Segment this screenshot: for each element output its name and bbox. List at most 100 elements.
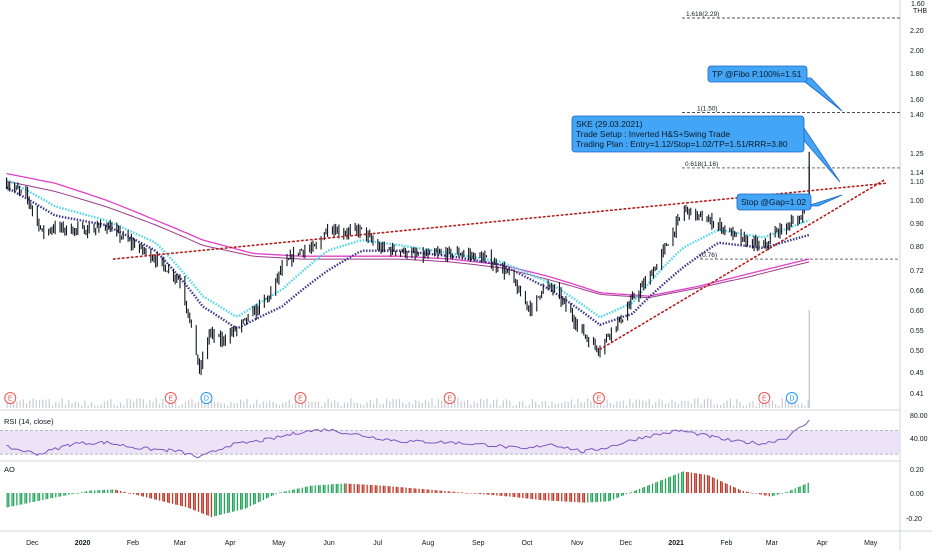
volume-bar	[366, 402, 368, 408]
ao-bar	[361, 484, 363, 493]
volume-bar	[389, 401, 391, 408]
volume-bar	[658, 399, 660, 408]
volume-bar	[230, 402, 232, 408]
ao-bar	[465, 492, 467, 494]
ao-bar	[470, 493, 472, 494]
ao-bar	[444, 490, 446, 493]
trendline-rising-support	[599, 178, 887, 351]
volume-bar	[609, 402, 611, 408]
ao-bar	[739, 489, 741, 493]
volume-bar	[551, 401, 553, 408]
ao-bar	[301, 487, 303, 493]
volume-bar	[444, 401, 446, 408]
ao-bar	[181, 493, 183, 507]
earnings-marker-label: E	[298, 396, 303, 403]
ao-bar	[522, 493, 524, 499]
ao-bar	[755, 493, 757, 494]
volume-bar	[583, 402, 585, 408]
volume-bar	[538, 404, 540, 408]
ao-bar	[252, 493, 255, 505]
ao-bar	[214, 493, 216, 517]
tp-callout-text: TP @Fibo P.100%=1.51	[712, 69, 802, 79]
ao-bar	[340, 483, 342, 493]
ma-long-b-line	[6, 180, 810, 299]
ao-bar	[648, 484, 650, 493]
volume-bar	[379, 404, 381, 408]
ao-bar	[379, 485, 381, 493]
ao-bar	[267, 493, 269, 498]
volume-bar	[739, 402, 741, 408]
volume-bar	[447, 403, 449, 408]
volume-bar	[178, 405, 180, 408]
price-tick-label: 1.10	[910, 179, 924, 186]
ao-bar	[617, 493, 620, 498]
ao-bar	[350, 483, 352, 493]
ao-bar	[543, 493, 545, 501]
volume-bar	[762, 402, 764, 408]
time-tick-label: Mar	[174, 540, 187, 547]
volume-bar	[324, 402, 326, 408]
ao-bar	[103, 489, 106, 493]
volume-bar	[480, 398, 482, 408]
ao-bar	[773, 493, 775, 496]
ao-bar	[781, 493, 783, 494]
ao-bar	[188, 493, 190, 509]
price-tick-label: 1.60	[910, 97, 924, 104]
volume-bar	[405, 403, 407, 408]
volume-bar	[155, 398, 157, 408]
volume-bar	[765, 403, 767, 408]
volume-bar	[518, 401, 521, 408]
volume-bar	[486, 398, 488, 408]
ao-bar	[63, 493, 65, 496]
volume-bar	[107, 400, 109, 408]
time-tick-label: Aug	[422, 540, 435, 547]
ao-bar	[638, 488, 641, 493]
price-tick-label: 0.66	[910, 288, 924, 295]
volume-bar	[784, 399, 787, 408]
ao-bar	[737, 489, 740, 493]
volume-bar	[210, 400, 213, 408]
ao-bar	[249, 493, 252, 507]
ao-bar	[530, 493, 532, 499]
volume-bar	[55, 401, 57, 408]
price-tick-label: 1.40	[910, 112, 924, 119]
ao-bar	[298, 488, 300, 493]
ao-bar	[353, 483, 355, 493]
ao-bar	[81, 492, 83, 493]
ao-bar	[142, 493, 145, 497]
volume-bar	[684, 401, 686, 408]
ao-bar	[116, 490, 119, 493]
volume-bar	[385, 398, 388, 408]
ao-bar	[518, 493, 521, 498]
volume-bar	[707, 398, 709, 408]
fib-level-label: 1(1.50)	[697, 106, 718, 113]
ao-bar	[12, 493, 15, 507]
ao-bar	[8, 493, 10, 508]
volume-bar	[564, 401, 566, 408]
ao-bar	[460, 492, 462, 494]
ao-bar	[664, 478, 667, 493]
ao-bar	[319, 485, 321, 493]
ao-bar	[358, 484, 360, 493]
volume-bar	[285, 402, 287, 408]
rsi-title: RSI (14, close)	[4, 417, 54, 426]
volume-bar	[363, 405, 365, 408]
ao-bar	[231, 493, 234, 512]
ao-bar	[309, 485, 312, 493]
ao-bar	[240, 493, 242, 510]
volume-bar	[752, 401, 754, 408]
volume-bar	[94, 405, 96, 408]
volume-bar	[470, 404, 472, 408]
price-tick-label: 1.25	[910, 151, 924, 158]
volume-bar	[408, 402, 410, 408]
volume-bar	[515, 404, 517, 408]
ao-bar	[207, 493, 209, 516]
volume-bar	[243, 401, 245, 408]
volume-bar	[236, 402, 238, 408]
ao-bar	[703, 474, 706, 493]
ao-bar	[565, 493, 568, 502]
volume-bar	[100, 404, 102, 408]
volume-bar	[246, 398, 248, 408]
ao-bar	[428, 489, 430, 493]
